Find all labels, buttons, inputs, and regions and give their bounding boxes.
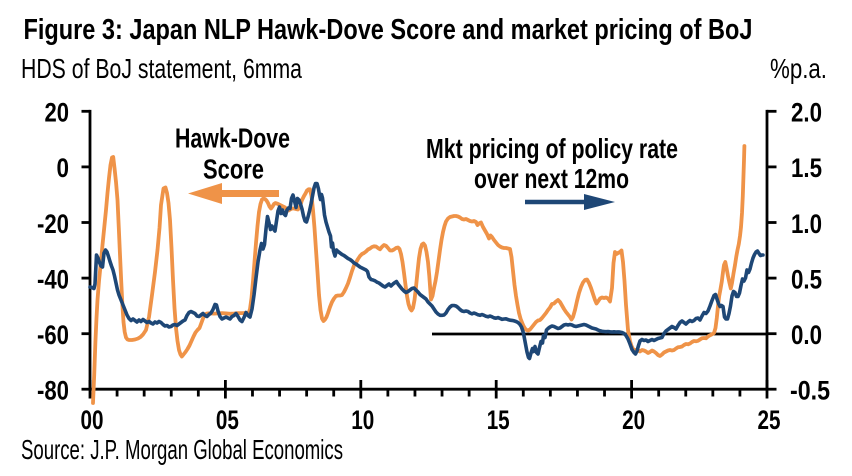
svg-text:Hawk-Dove: Hawk-Dove <box>175 123 290 154</box>
svg-text:Figure 3: Japan NLP Hawk-Dove: Figure 3: Japan NLP Hawk-Dove Score and … <box>24 14 753 46</box>
svg-text:%p.a.: %p.a. <box>770 53 827 84</box>
svg-text:1.0: 1.0 <box>791 209 822 239</box>
svg-text:0.5: 0.5 <box>791 264 822 294</box>
svg-text:-60: -60 <box>37 320 69 350</box>
svg-text:1.5: 1.5 <box>791 153 822 183</box>
svg-text:20: 20 <box>45 98 70 128</box>
svg-text:Source: J.P. Morgan Global Eco: Source: J.P. Morgan Global Economics <box>21 434 343 465</box>
svg-text:over next 12mo: over next 12mo <box>474 163 629 194</box>
svg-text:0.0: 0.0 <box>791 320 822 350</box>
svg-text:-0.5: -0.5 <box>790 376 830 406</box>
svg-text:Score: Score <box>203 154 264 185</box>
svg-text:-40: -40 <box>37 264 69 294</box>
svg-text:10: 10 <box>351 405 374 435</box>
svg-text:2.0: 2.0 <box>791 98 822 128</box>
svg-text:HDS of BoJ statement, 6mma: HDS of BoJ statement, 6mma <box>21 53 302 84</box>
svg-text:25: 25 <box>758 405 781 435</box>
svg-text:0: 0 <box>57 153 70 183</box>
svg-text:-20: -20 <box>37 209 69 239</box>
svg-text:20: 20 <box>622 405 645 435</box>
svg-text:15: 15 <box>487 405 510 435</box>
svg-text:05: 05 <box>216 405 239 435</box>
svg-text:-80: -80 <box>37 376 69 406</box>
svg-text:00: 00 <box>81 405 104 435</box>
svg-text:Mkt pricing of policy rate: Mkt pricing of policy rate <box>426 133 678 164</box>
